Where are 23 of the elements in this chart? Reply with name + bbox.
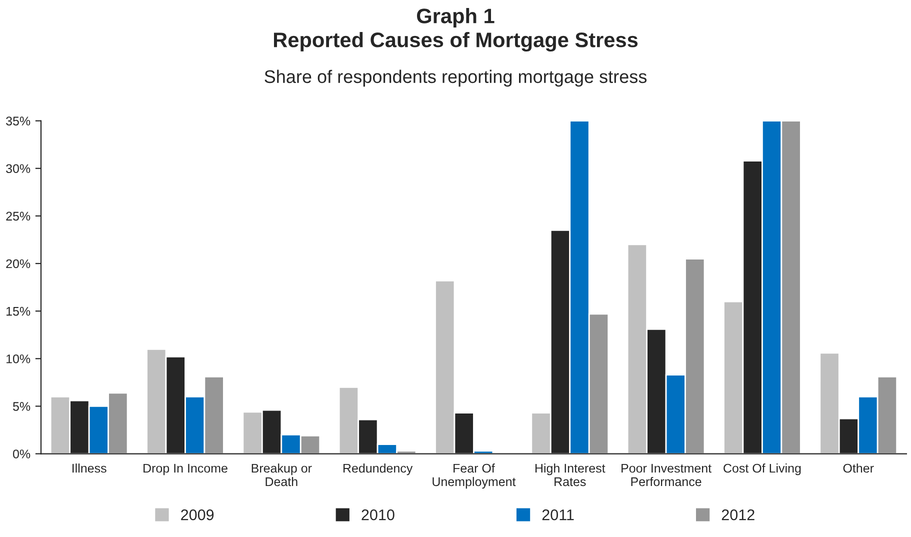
x-tick-label: Other [843, 463, 874, 473]
x-tick-label: Fear Of Unemployment [432, 464, 516, 489]
y-tick-label: 0% [13, 450, 30, 458]
chart-subtitle: Share of respondents reporting mortgage stress [264, 70, 647, 87]
y-tick-label: 30% [6, 164, 30, 174]
legend-label: 2011 [542, 509, 574, 520]
y-tick-label: 25% [6, 212, 30, 221]
y-tick-label: 5% [13, 402, 30, 411]
x-tick-label: Breakup or Death [252, 463, 312, 486]
y-tick-label: 10% [6, 354, 30, 364]
x-tick-label: Illness [72, 463, 106, 473]
legend-label: 2012 [722, 509, 754, 520]
x-tick-label: Cost Of Living [724, 463, 801, 476]
y-tick-label: 15% [6, 306, 30, 316]
y-tick-label: 35% [6, 116, 30, 126]
x-tick-label: Redundency [343, 463, 413, 476]
chart-title: Graph 1 Reported Causes of Mortgage Stress [274, 8, 638, 52]
y-tick-label: 20% [6, 259, 30, 268]
legend-label: 2010 [362, 509, 394, 520]
x-tick-label: Drop In Income [144, 464, 228, 476]
x-tick-label: High Interest Rates [535, 463, 606, 486]
x-tick-label: Poor Investment Performance [622, 464, 712, 486]
legend-label: 2009 [181, 509, 214, 520]
